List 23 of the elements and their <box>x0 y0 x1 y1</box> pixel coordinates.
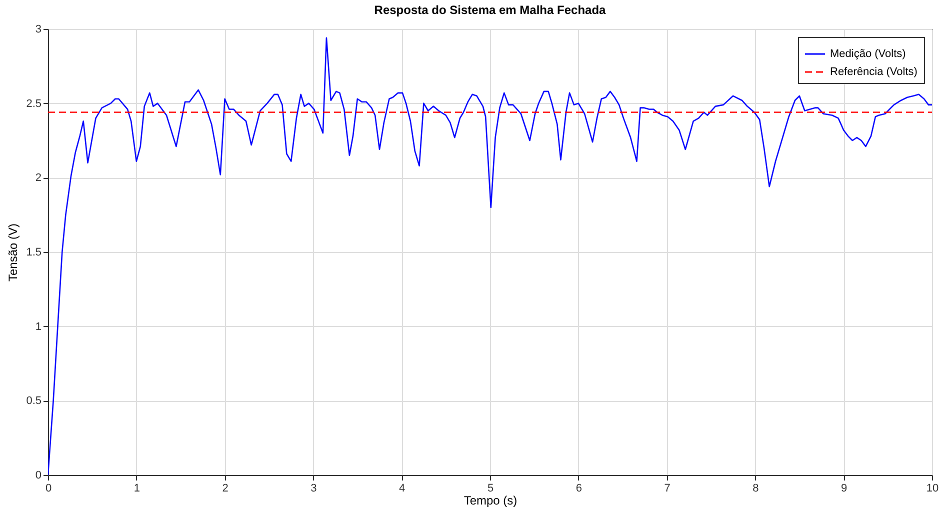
y-tick-label: 1 <box>35 320 42 333</box>
x-tick-label: 10 <box>926 482 939 494</box>
x-tick-label: 1 <box>134 482 140 494</box>
y-tick-label: 1.5 <box>26 246 42 258</box>
x-tick-label: 8 <box>752 482 759 494</box>
x-tick-label: 4 <box>399 482 406 494</box>
legend-label: Referência (Volts) <box>830 66 918 78</box>
x-tick-label: 0 <box>45 482 52 494</box>
x-tick-label: 7 <box>664 482 670 494</box>
y-tick-label: 2 <box>35 172 42 184</box>
x-tick-label: 6 <box>576 482 582 494</box>
x-tick-label: 2 <box>222 482 228 494</box>
x-tick-label: 9 <box>841 482 848 494</box>
y-axis-title: Tensão (V) <box>6 223 20 282</box>
x-tick-label: 3 <box>310 482 317 494</box>
chart-title: Resposta do Sistema em Malha Fechada <box>374 3 606 17</box>
y-tick-label: 3 <box>35 24 42 36</box>
y-tick-label: 0.5 <box>26 395 42 408</box>
legend-label: Medição (Volts) <box>830 48 906 60</box>
y-tick-label: 0 <box>35 470 42 482</box>
x-axis-title: Tempo (s) <box>464 494 518 508</box>
y-tick-label: 2.5 <box>26 98 42 110</box>
x-tick-label: 5 <box>487 482 494 494</box>
